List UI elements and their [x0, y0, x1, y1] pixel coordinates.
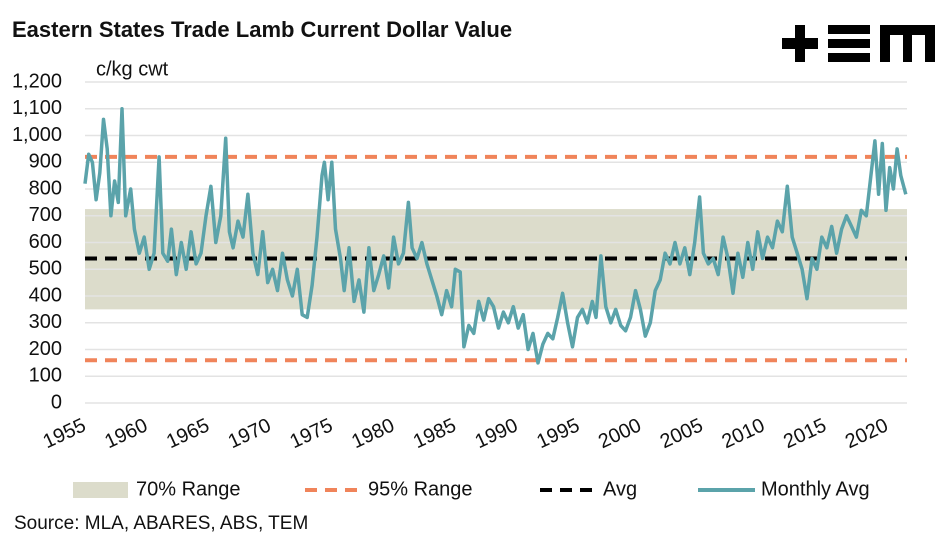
legend-label: Avg — [603, 478, 637, 500]
legend-label: Monthly Avg — [761, 478, 870, 500]
x-tick-label: 2020 — [842, 414, 892, 453]
x-tick-label: 1980 — [348, 414, 398, 453]
y-tick-label: 200 — [29, 338, 62, 360]
x-tick-label: 2000 — [595, 414, 645, 453]
y-tick-label: 100 — [29, 365, 62, 387]
source: Source: MLA, ABARES, ABS, TEM — [14, 513, 308, 534]
y-tick-label: 400 — [29, 284, 62, 306]
legend-swatch — [73, 482, 128, 498]
x-tick-label: 1965 — [163, 414, 213, 453]
x-tick-label: 1985 — [410, 414, 460, 453]
chart-title: Eastern States Trade Lamb Current Dollar… — [12, 17, 512, 42]
y-axis-label: c/kg cwt — [96, 58, 169, 80]
data-line — [83, 107, 908, 365]
legend-label: 70% Range — [136, 478, 241, 500]
y-tick-label: 0 — [51, 391, 62, 413]
x-tick-label: 1995 — [533, 414, 583, 453]
y-tick-label: 900 — [29, 151, 62, 173]
logo — [782, 25, 935, 62]
y-tick-label: 300 — [29, 311, 62, 333]
x-tick-label: 1975 — [287, 414, 337, 453]
y-tick-label: 700 — [29, 204, 62, 226]
legend-label: 95% Range — [368, 478, 473, 500]
x-tick-label: 1960 — [101, 414, 151, 453]
x-tick-label: 2010 — [719, 414, 769, 453]
y-tick-label: 600 — [29, 231, 62, 253]
y-tick-label: 1,000 — [12, 124, 62, 146]
y-tick-label: 1,200 — [12, 70, 62, 92]
y-tick-label: 1,100 — [12, 97, 62, 119]
x-tick-label: 2015 — [780, 414, 830, 453]
x-tick-label: 1990 — [472, 414, 522, 453]
x-tick-label: 1970 — [225, 414, 275, 453]
y-tick-label: 500 — [29, 258, 62, 280]
y-tick-label: 800 — [29, 177, 62, 199]
x-tick-label: 2005 — [657, 414, 707, 453]
x-tick-label: 1955 — [40, 414, 90, 453]
